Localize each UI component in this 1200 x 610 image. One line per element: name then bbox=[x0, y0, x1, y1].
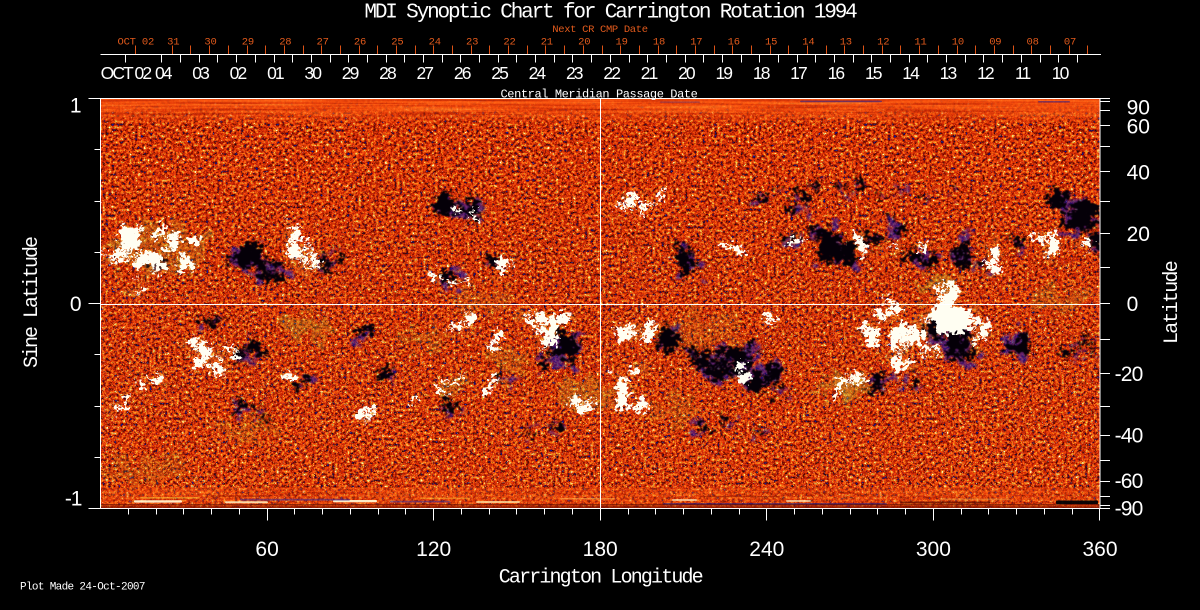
svg-text:-20: -20 bbox=[1115, 363, 1143, 386]
svg-text:Plot Made 24-Oct-2007: Plot Made 24-Oct-2007 bbox=[20, 582, 145, 594]
svg-text:300: 300 bbox=[916, 538, 951, 561]
svg-text:MDI Synoptic Chart for Carring: MDI Synoptic Chart for Carrington Rotati… bbox=[364, 2, 857, 25]
svg-text:07: 07 bbox=[1064, 37, 1076, 49]
svg-text:14: 14 bbox=[902, 63, 920, 83]
svg-text:0: 0 bbox=[1127, 293, 1139, 316]
svg-text:240: 240 bbox=[749, 538, 784, 561]
svg-text:13: 13 bbox=[940, 63, 957, 83]
svg-text:60: 60 bbox=[255, 538, 278, 561]
svg-text:28: 28 bbox=[279, 37, 291, 49]
svg-text:26: 26 bbox=[454, 63, 471, 83]
svg-text:OCT 02: OCT 02 bbox=[117, 37, 154, 49]
svg-text:Next CR CMP Date: Next CR CMP Date bbox=[552, 24, 647, 36]
svg-text:21: 21 bbox=[541, 37, 553, 49]
svg-text:29: 29 bbox=[342, 63, 359, 83]
svg-text:120: 120 bbox=[416, 538, 451, 561]
svg-text:24: 24 bbox=[529, 63, 547, 83]
svg-text:Central Meridian Passage Date: Central Meridian Passage Date bbox=[501, 87, 698, 101]
svg-text:40: 40 bbox=[1127, 161, 1150, 184]
svg-text:29: 29 bbox=[242, 37, 254, 49]
svg-text:27: 27 bbox=[316, 37, 328, 49]
svg-text:15: 15 bbox=[765, 37, 777, 49]
svg-text:18: 18 bbox=[653, 37, 665, 49]
svg-text:17: 17 bbox=[790, 63, 807, 83]
svg-text:24: 24 bbox=[429, 37, 441, 49]
svg-text:10: 10 bbox=[952, 37, 964, 49]
svg-text:01: 01 bbox=[267, 63, 284, 83]
svg-text:23: 23 bbox=[466, 37, 478, 49]
svg-text:15: 15 bbox=[865, 63, 882, 83]
svg-text:Carrington Longitude: Carrington Longitude bbox=[499, 567, 703, 590]
svg-text:22: 22 bbox=[603, 63, 620, 83]
svg-text:04: 04 bbox=[155, 63, 173, 83]
svg-text:12: 12 bbox=[977, 63, 994, 83]
svg-text:20: 20 bbox=[678, 63, 696, 83]
svg-text:09: 09 bbox=[989, 37, 1001, 49]
svg-text:22: 22 bbox=[503, 37, 515, 49]
svg-text:20: 20 bbox=[578, 37, 590, 49]
svg-text:Sine Latitude: Sine Latitude bbox=[21, 237, 44, 368]
svg-text:16: 16 bbox=[828, 63, 845, 83]
svg-text:360: 360 bbox=[1082, 538, 1117, 561]
svg-text:11: 11 bbox=[1015, 63, 1031, 83]
svg-text:26: 26 bbox=[354, 37, 366, 49]
svg-text:-40: -40 bbox=[1115, 424, 1143, 447]
svg-text:18: 18 bbox=[753, 63, 770, 83]
svg-text:25: 25 bbox=[491, 63, 508, 83]
svg-text:19: 19 bbox=[715, 63, 732, 83]
svg-text:13: 13 bbox=[840, 37, 852, 49]
svg-text:25: 25 bbox=[391, 37, 403, 49]
svg-text:17: 17 bbox=[690, 37, 702, 49]
svg-text:27: 27 bbox=[416, 63, 433, 83]
svg-text:OCT 02: OCT 02 bbox=[101, 63, 152, 83]
svg-text:90: 90 bbox=[1127, 96, 1150, 119]
svg-text:20: 20 bbox=[1127, 223, 1150, 246]
svg-text:30: 30 bbox=[204, 37, 216, 49]
svg-text:21: 21 bbox=[641, 63, 658, 83]
svg-text:14: 14 bbox=[802, 37, 814, 49]
svg-text:30: 30 bbox=[304, 63, 322, 83]
svg-text:1: 1 bbox=[70, 95, 82, 118]
svg-text:12: 12 bbox=[877, 37, 889, 49]
svg-text:-1: -1 bbox=[65, 488, 82, 511]
svg-text:16: 16 bbox=[728, 37, 740, 49]
svg-text:11: 11 bbox=[914, 37, 926, 49]
svg-text:60: 60 bbox=[1127, 116, 1150, 139]
svg-text:10: 10 bbox=[1052, 63, 1070, 83]
svg-text:-60: -60 bbox=[1115, 470, 1143, 493]
svg-text:02: 02 bbox=[230, 63, 247, 83]
svg-text:19: 19 bbox=[615, 37, 627, 49]
svg-text:180: 180 bbox=[583, 538, 618, 561]
svg-text:23: 23 bbox=[566, 63, 583, 83]
svg-text:31: 31 bbox=[167, 37, 179, 49]
svg-text:0: 0 bbox=[70, 293, 82, 316]
svg-text:28: 28 bbox=[379, 63, 396, 83]
svg-text:Latitude: Latitude bbox=[1161, 261, 1184, 344]
svg-text:-90: -90 bbox=[1115, 497, 1143, 520]
svg-text:08: 08 bbox=[1026, 37, 1038, 49]
svg-text:03: 03 bbox=[192, 63, 209, 83]
